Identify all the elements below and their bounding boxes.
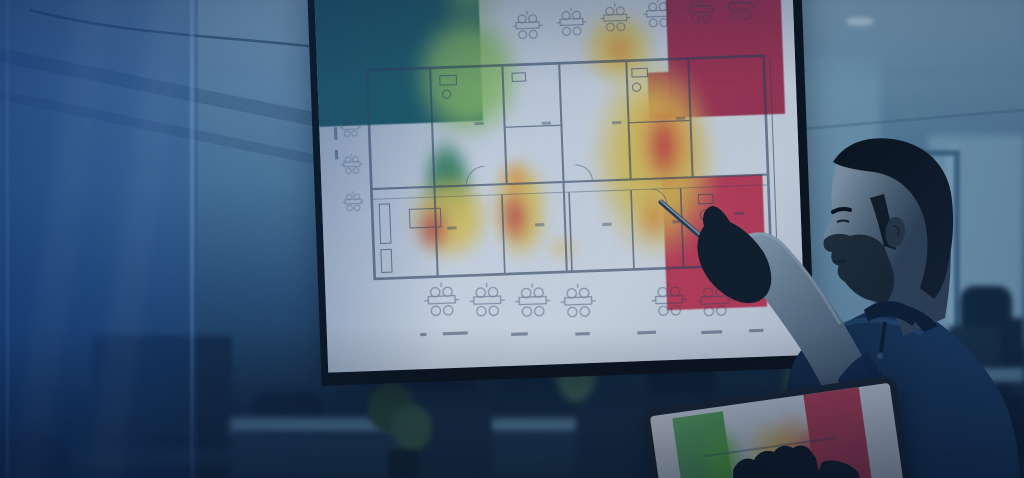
tablet-hand-fingers: [733, 445, 820, 478]
tablet-hand-wrist: [816, 460, 860, 478]
